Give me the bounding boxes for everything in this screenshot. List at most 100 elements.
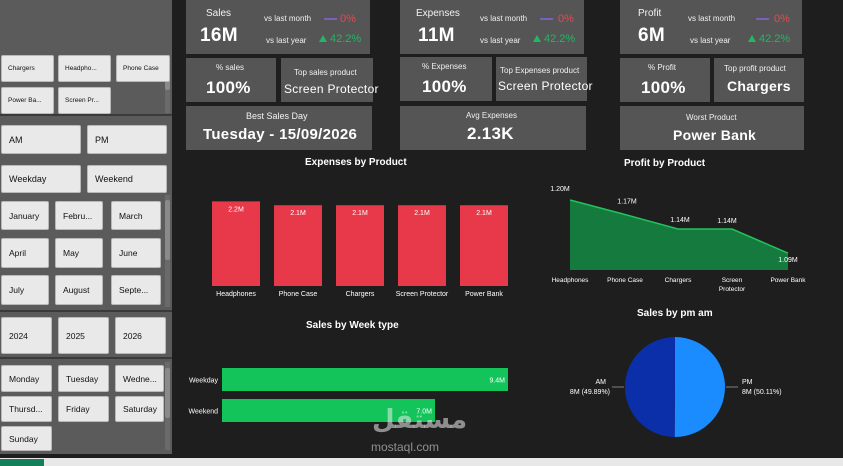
slicer-day-saturday[interactable]: Saturday [115,396,164,422]
expense-bar [398,205,446,286]
profit-category-label: Power Bank [770,277,806,284]
slicer-pm[interactable]: PM [87,125,167,154]
watermark-logo: مستقل [372,405,468,435]
expenses-value: 11M [418,25,455,46]
expense-bar-label: 2.1M [414,210,430,217]
expense-bar-label: 2.1M [290,210,306,217]
slicer-product-power-bank[interactable]: Power Ba... [1,87,54,114]
slicer-day-tuesday[interactable]: Tuesday [58,365,109,392]
top-profit-product-label: Top profit product [724,64,786,73]
top-sales-product-label: Top sales product [294,68,357,77]
sales-by-pm-am-chart: AM 8M (49.89%) PM 8M (50.11%) [570,337,782,437]
best-sales-day-card: Best Sales Day Tuesday - 15/09/2026 [186,106,372,150]
best-sales-day-value: Tuesday - 15/09/2026 [203,126,358,143]
sales-by-week-type-chart: 9.4M Weekday 7.0M Weekend [189,368,508,422]
pct-profit-label: % Profit [648,63,677,72]
expenses-vs-month-value: 0% [558,13,574,25]
pie-value-am: 8M (49.89%) [570,389,610,396]
profit-card: Profit 6M vs last month 0% vs last year … [620,0,802,54]
slicer-product-phone-case[interactable]: Phone Case [116,55,170,82]
slicer-year-2024[interactable]: 2024 [1,317,52,354]
slicer-day-wednesday[interactable]: Wedne... [115,365,164,392]
profit-line [569,199,789,254]
pct-sales-value: 100% [206,78,251,97]
slicer-weekend[interactable]: Weekend [87,165,167,193]
worst-product-value: Power Bank [673,127,757,143]
slicer-month-june[interactable]: June [111,238,161,268]
profit-point-label: 1.17M [617,199,637,206]
pct-sales-card: % sales 100% [186,58,276,102]
week-type-category-label: Weekend [189,409,219,416]
top-expenses-product-label: Top Expenses product [500,66,580,75]
week-type-bar [222,368,508,391]
slicer-month-march[interactable]: March [111,201,161,230]
slicer-year-2025[interactable]: 2025 [58,317,109,354]
page-tab[interactable] [0,459,44,466]
day-slicer-scroll-thumb[interactable] [165,368,170,418]
neutral-dash-icon [756,18,769,20]
profit-by-product-title: Profit by Product [624,158,706,169]
pie-slice-pm [674,337,726,437]
profit-vs-year-value: 42.2% [759,33,791,45]
slicer-product-chargers[interactable]: Chargers [1,55,54,82]
sales-vs-month-label: vs last month [264,14,312,23]
top-sales-product-card: Top sales product Screen Protector [281,58,379,102]
expense-category-label: Phone Case [279,291,318,298]
slicer-month-september[interactable]: Septe... [111,275,161,305]
slicer-am[interactable]: AM [1,125,81,154]
top-sales-product-value: Screen Protector [284,82,379,96]
slicer-weekday[interactable]: Weekday [1,165,81,193]
slicer-day-sunday[interactable]: Sunday [1,426,52,451]
slicer-month-may[interactable]: May [55,238,103,268]
expense-bar-label: 2.2M [228,206,244,213]
top-profit-product-card: Top profit product Chargers [714,58,804,102]
week-type-bar [222,399,435,422]
pct-profit-card: % Profit 100% [620,58,710,102]
week-type-bar-label: 9.4M [489,378,505,385]
profit-point-label: 1.09M [778,257,798,264]
profit-vs-month-value: 0% [774,13,790,25]
slicer-day-monday[interactable]: Monday [1,365,52,392]
profit-by-product-chart: 1.20M Headphones 1.17M Phone Case 1.14M Charg… [550,186,806,293]
slicer-divider [0,357,172,359]
neutral-dash-icon [324,18,337,20]
watermark-url: mostaql.com [371,440,440,454]
pct-expenses-card: % Expenses 100% [400,57,492,101]
profit-category-label: Phone Case [607,277,643,284]
expense-category-label: Headphones [216,291,256,298]
slicer-month-april[interactable]: April [1,238,49,268]
top-expenses-product-value: Screen Protector [498,79,593,93]
expenses-vs-month-label: vs last month [480,14,528,23]
pct-expenses-label: % Expenses [422,62,467,71]
expense-bar-label: 2.1M [476,210,492,217]
slicer-month-august[interactable]: August [55,275,103,305]
expense-bar [460,205,508,286]
best-sales-day-label: Best Sales Day [246,111,308,121]
up-arrow-icon [533,35,541,42]
profit-label: Profit [638,8,662,19]
expenses-vs-year-label: vs last year [480,36,521,45]
slicer-month-february[interactable]: Febru... [55,201,103,230]
week-type-bar-label: 7.0M [416,409,432,416]
week-type-category-label: Weekday [189,378,219,385]
expenses-vs-year-value: 42.2% [544,33,576,45]
profit-point-label: 1.20M [550,186,570,193]
slicer-product-headphones[interactable]: Headpho... [58,55,111,82]
profit-category-label: Headphones [552,277,590,284]
sales-vs-year-value: 42.2% [330,33,362,45]
profit-category-label: Protector [719,286,746,293]
sales-label: Sales [206,8,232,19]
slicer-product-screen-protector[interactable]: Screen Pr... [58,87,111,114]
neutral-dash-icon [540,18,553,20]
sales-vs-year-label: vs last year [266,36,307,45]
slicer-month-january[interactable]: January [1,201,49,230]
pct-profit-value: 100% [641,78,686,97]
slicer-month-july[interactable]: July [1,275,49,305]
slicer-day-thursday[interactable]: Thursd... [1,396,52,422]
slicer-day-friday[interactable]: Friday [58,396,109,422]
slicer-year-2026[interactable]: 2026 [115,317,166,354]
month-slicer-scroll-thumb[interactable] [165,200,170,260]
up-arrow-icon [748,35,756,42]
expense-bar [336,205,384,286]
page-tab-bar [0,458,843,466]
